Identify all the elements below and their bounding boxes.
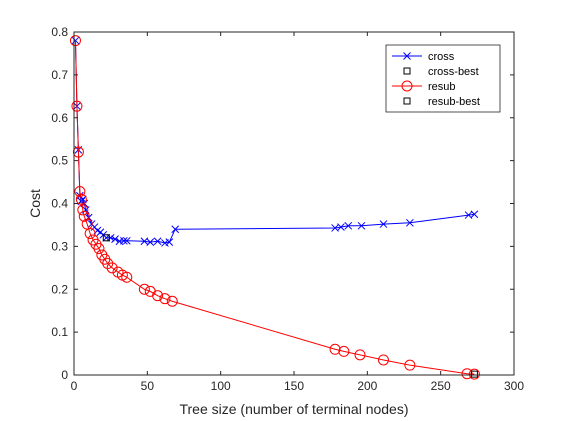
legend-marker-cross-best xyxy=(403,67,411,75)
point-cross-best-0 xyxy=(102,234,110,242)
point-resub-29 xyxy=(461,368,473,380)
point-resub-28 xyxy=(404,359,416,371)
point-cross-33 xyxy=(470,210,479,219)
point-resub-26 xyxy=(354,349,366,361)
point-cross-28 xyxy=(344,221,353,230)
point-cross-16 xyxy=(111,235,119,243)
point-resub-14 xyxy=(102,258,114,270)
point-resub-5 xyxy=(77,204,89,216)
point-resub-15 xyxy=(106,262,118,274)
y-tick-label-6: 0.6 xyxy=(51,111,68,125)
legend-entry-resub: resub xyxy=(392,80,456,93)
y-tick-label-0: 0 xyxy=(61,368,68,382)
point-cross-31 xyxy=(406,218,414,227)
point-resub-8 xyxy=(84,228,96,240)
ticks-layer: 0 50 100 150 200 250 300 0 0.1 0.2 0.3 0.4 0.5 0.6 0.7… xyxy=(51,25,524,393)
point-resub-25 xyxy=(338,345,350,357)
point-cross-29 xyxy=(357,221,366,230)
point-cross-21 xyxy=(146,238,155,246)
x-tick-label-6: 300 xyxy=(504,379,524,393)
x-tick-label-3: 150 xyxy=(284,379,304,393)
legend-label-cross-best: cross-best xyxy=(428,66,479,78)
legend-entry-cross-best: cross-best xyxy=(403,66,479,78)
point-resub-23 xyxy=(166,295,178,307)
point-cross-18 xyxy=(120,236,128,245)
series-resub xyxy=(69,35,480,380)
legend-entry-resub-best: resub-best xyxy=(403,96,480,108)
point-resub-27 xyxy=(377,354,389,366)
point-cross-25 xyxy=(171,225,180,234)
series-line-cross xyxy=(74,40,475,244)
legend-marker-resub xyxy=(401,80,413,92)
point-resub-0 xyxy=(69,35,81,47)
y-tick-label-8: 0.8 xyxy=(51,25,68,39)
y-tick-label-4: 0.4 xyxy=(51,197,68,211)
x-tick-label-1: 50 xyxy=(141,379,155,393)
legend-marker-resub-best xyxy=(403,97,411,105)
point-resub-21 xyxy=(152,290,164,302)
series-resub-best xyxy=(470,370,478,378)
point-resub-2 xyxy=(72,146,84,158)
point-cross-27 xyxy=(337,223,345,231)
point-cross-19 xyxy=(122,236,131,245)
x-tick-label-4: 200 xyxy=(357,379,377,393)
y-tick-label-5: 0.5 xyxy=(51,154,68,168)
point-resub-best-0 xyxy=(470,370,478,378)
point-cross-15 xyxy=(106,233,115,242)
x-tick-label-5: 250 xyxy=(431,379,451,393)
point-resub-24 xyxy=(329,343,341,355)
y-tick-label-2: 0.2 xyxy=(51,282,68,296)
y-tick-label-3: 0.3 xyxy=(51,239,68,253)
legend-label-resub-best: resub-best xyxy=(428,96,480,108)
y-tick-label-7: 0.7 xyxy=(51,68,68,82)
point-resub-19 xyxy=(138,283,150,295)
point-resub-30 xyxy=(468,368,480,380)
legend-label-cross: cross xyxy=(428,51,455,63)
x-tick-label-2: 100 xyxy=(211,379,231,393)
x-axis-label: Tree size (number of terminal nodes) xyxy=(179,401,408,417)
point-resub-4 xyxy=(75,193,87,205)
legend-entry-cross: cross xyxy=(392,51,455,63)
point-resub-18 xyxy=(121,271,133,283)
legend: cross cross-best resub resub-best xyxy=(385,44,501,113)
legend-marker-cross xyxy=(403,52,411,60)
point-resub-11 xyxy=(93,243,105,255)
point-cross-30 xyxy=(379,220,388,228)
point-cross-22 xyxy=(153,237,162,246)
y-tick-label-1: 0.1 xyxy=(51,325,68,339)
series-line-resub xyxy=(74,40,475,375)
point-resub-6 xyxy=(78,210,90,222)
point-resub-22 xyxy=(159,293,171,305)
series-layer xyxy=(69,35,480,380)
x-tick-label-0: 0 xyxy=(71,379,78,393)
legend-label-resub: resub xyxy=(428,81,456,93)
point-resub-3 xyxy=(74,185,86,197)
point-resub-1 xyxy=(71,100,83,112)
legend-entries: cross cross-best resub resub-best xyxy=(392,51,480,108)
point-cross-24 xyxy=(165,238,174,246)
y-axis-label: Cost xyxy=(27,189,43,218)
series-cross-best xyxy=(102,234,110,242)
